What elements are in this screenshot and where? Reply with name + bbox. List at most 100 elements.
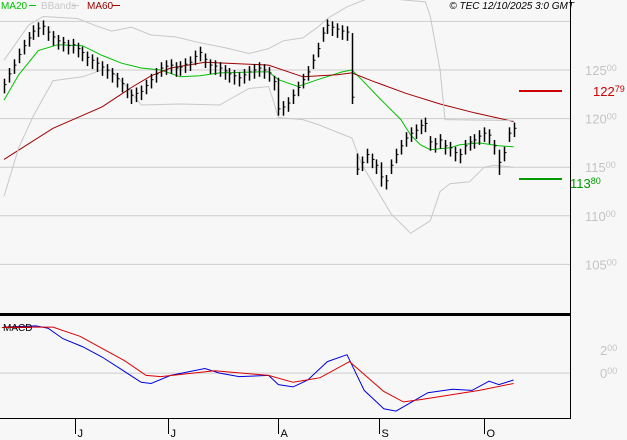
price-bar xyxy=(361,156,365,172)
price-bar xyxy=(77,42,81,58)
price-bar xyxy=(380,162,384,187)
series-line-bbands xyxy=(3,0,514,121)
price-bar xyxy=(194,50,198,66)
price-bar xyxy=(429,136,433,151)
macd-lines xyxy=(3,325,514,412)
price-bar xyxy=(346,26,350,41)
legend-bbands: BBands xyxy=(41,1,76,12)
price-bar xyxy=(72,38,76,54)
price-bar xyxy=(287,97,291,112)
price-bar xyxy=(57,34,61,50)
price-bar xyxy=(493,139,497,155)
price-bar xyxy=(101,61,105,76)
month-label: O xyxy=(487,428,496,440)
macd-tick-label: 200 xyxy=(600,343,617,358)
price-bar xyxy=(253,64,257,79)
series-line-ma60 xyxy=(3,61,514,160)
price-tick-label: 12500 xyxy=(585,63,617,78)
price-bar xyxy=(302,73,306,89)
price-tick-label: 12000 xyxy=(585,112,617,127)
price-bar xyxy=(356,153,360,175)
price-bar xyxy=(483,127,487,142)
price-bar xyxy=(214,60,218,75)
price-bar xyxy=(67,39,71,55)
price-bar xyxy=(52,31,56,46)
price-bar xyxy=(498,149,502,175)
price-bar xyxy=(32,25,36,40)
price-bar xyxy=(121,77,125,93)
price-bar xyxy=(434,138,438,153)
price-bar xyxy=(454,146,458,162)
price-bar xyxy=(326,19,330,35)
price-bar xyxy=(111,68,115,83)
price-bar xyxy=(150,73,154,89)
price-bar xyxy=(258,62,262,77)
price-bar xyxy=(277,77,281,116)
price-bar xyxy=(297,81,301,97)
price-bar xyxy=(155,68,159,83)
price-bar xyxy=(62,36,66,52)
price-bar xyxy=(464,139,468,155)
macd-signal-line xyxy=(4,326,514,403)
month-label: J xyxy=(78,428,84,440)
price-tick-label: 11500 xyxy=(585,160,616,175)
price-bar xyxy=(385,174,389,190)
price-bar xyxy=(243,69,247,84)
price-bar xyxy=(513,122,517,138)
price-bar xyxy=(238,71,242,87)
macd-tick-label: 000 xyxy=(600,366,617,381)
price-bar xyxy=(336,23,340,38)
price-bar xyxy=(366,148,370,164)
legend-ma20: MA20 xyxy=(1,1,28,12)
legend-ma60: MA60 xyxy=(87,1,114,12)
panel-divider xyxy=(0,313,571,316)
price-bar xyxy=(81,46,85,62)
price-bar xyxy=(140,85,144,101)
price-bar xyxy=(473,134,477,149)
price-bar xyxy=(165,60,169,75)
price-bar xyxy=(469,136,473,151)
price-bar xyxy=(371,153,375,169)
price-bar xyxy=(224,65,228,80)
price-bar xyxy=(23,39,27,55)
price-bar xyxy=(91,54,95,70)
month-label: A xyxy=(281,428,289,440)
price-bar xyxy=(130,89,134,105)
price-bar xyxy=(449,141,453,157)
price-bar xyxy=(410,127,414,142)
copyright-timestamp: © TEC 12/10/2025 3:0 GMT xyxy=(449,1,575,12)
price-bar xyxy=(282,101,286,116)
price-bar xyxy=(273,75,277,91)
price-bar xyxy=(3,78,7,94)
price-bar xyxy=(444,139,448,155)
price-tick-label: 10500 xyxy=(585,257,617,272)
price-axis: 12500 12000 11500 11000 10500 xyxy=(585,63,617,272)
level-label: 12279 xyxy=(593,84,625,99)
price-bar xyxy=(400,139,404,155)
price-bar xyxy=(135,87,139,103)
price-bar xyxy=(263,64,267,79)
price-bar xyxy=(312,54,316,70)
price-bar xyxy=(209,59,213,74)
price-bar xyxy=(268,67,272,82)
price-bar xyxy=(160,62,164,77)
price-bar xyxy=(179,61,183,76)
price-bar xyxy=(28,32,32,47)
price-bar xyxy=(199,46,203,62)
series-line-bbands xyxy=(3,69,514,234)
price-bar xyxy=(424,117,428,133)
level-label: 11380 xyxy=(570,176,601,191)
price-bar xyxy=(86,51,90,67)
price-bar xyxy=(47,26,51,41)
price-bar xyxy=(415,124,419,140)
price-bar xyxy=(228,68,232,83)
month-label: J xyxy=(171,428,177,440)
price-bar xyxy=(375,159,379,174)
series-line-ma20 xyxy=(3,44,514,151)
price-bar xyxy=(307,66,311,81)
legend: MA20 BBands MA60 xyxy=(1,1,120,12)
price-bars xyxy=(3,19,517,190)
